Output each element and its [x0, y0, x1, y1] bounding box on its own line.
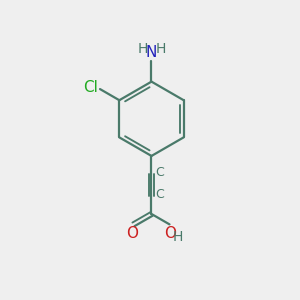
Text: C: C	[156, 167, 164, 179]
Text: N: N	[146, 45, 157, 60]
Text: H: H	[155, 42, 166, 56]
Text: H: H	[137, 42, 148, 56]
Text: Cl: Cl	[83, 80, 98, 95]
Text: C: C	[156, 188, 164, 201]
Text: O: O	[126, 226, 138, 241]
Text: O: O	[164, 226, 176, 241]
Text: H: H	[172, 230, 183, 244]
